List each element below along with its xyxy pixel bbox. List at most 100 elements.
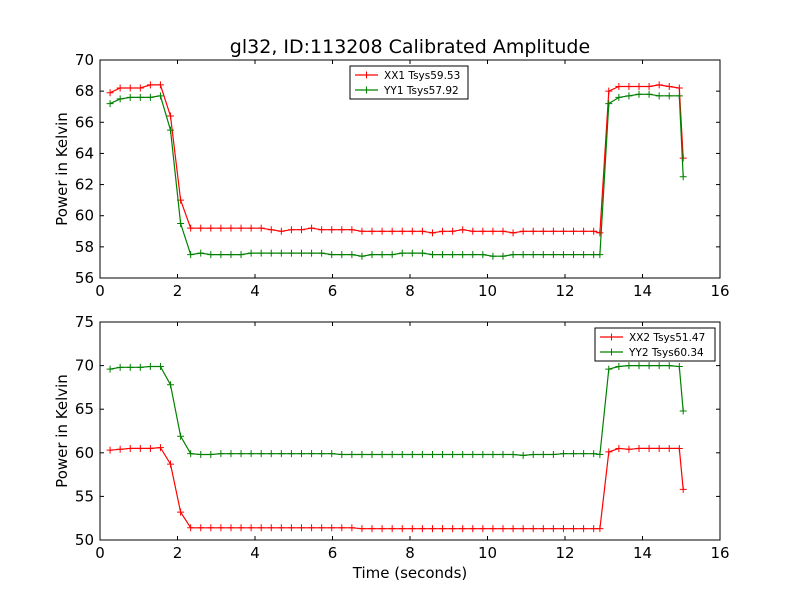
y-tick-label: 66	[75, 113, 94, 131]
data-point	[519, 451, 527, 459]
data-point	[580, 450, 588, 458]
data-point	[489, 252, 497, 260]
data-point	[348, 524, 356, 532]
data-point	[388, 251, 396, 259]
series-line	[110, 446, 684, 530]
data-point	[177, 508, 185, 516]
data-point	[625, 92, 633, 100]
legend-label: XX1 Tsys59.53	[384, 70, 460, 82]
data-point	[116, 445, 124, 453]
legend-marker	[363, 71, 370, 79]
data-point	[277, 227, 285, 235]
data-point	[358, 252, 366, 260]
data-point	[605, 87, 613, 95]
data-point	[428, 451, 436, 459]
data-point	[388, 451, 396, 459]
y-tick-label: 60	[75, 444, 94, 462]
data-point	[267, 226, 275, 234]
data-point	[590, 227, 598, 235]
data-point	[247, 450, 255, 458]
data-point	[368, 227, 376, 235]
x-tick-label: 0	[95, 282, 105, 300]
data-point	[408, 451, 416, 459]
data-point	[217, 251, 225, 259]
x-tick-label: 4	[250, 282, 260, 300]
data-point	[318, 524, 326, 532]
data-point	[645, 444, 653, 452]
data-point	[187, 224, 195, 232]
data-point	[580, 227, 588, 235]
data-point	[156, 362, 164, 370]
legend-box	[349, 65, 469, 100]
data-point	[655, 362, 663, 370]
data-point	[197, 524, 205, 532]
y-tick-label: 75	[75, 313, 94, 331]
data-point	[328, 251, 336, 259]
data-point	[539, 227, 547, 235]
data-point	[615, 93, 623, 101]
data-point	[237, 251, 245, 259]
data-point	[267, 524, 275, 532]
data-point	[635, 444, 643, 452]
data-point	[378, 227, 386, 235]
data-point	[615, 362, 623, 370]
data-point	[146, 444, 154, 452]
data-point	[590, 450, 598, 458]
data-point	[428, 229, 436, 237]
legend-label: YY2 Tsys60.34	[628, 347, 704, 359]
data-point	[388, 227, 396, 235]
data-point	[126, 444, 134, 452]
data-point	[605, 100, 613, 108]
data-point	[596, 451, 604, 459]
data-point	[126, 84, 134, 92]
data-point	[580, 251, 588, 259]
x-tick-label: 0	[95, 544, 105, 562]
data-point	[106, 100, 114, 108]
data-point	[146, 93, 154, 101]
data-point	[237, 450, 245, 458]
data-point	[675, 92, 683, 100]
data-point	[570, 251, 578, 259]
data-point	[358, 525, 366, 533]
data-point	[469, 251, 477, 259]
data-point	[277, 249, 285, 257]
x-tick-label: 2	[173, 282, 183, 300]
data-point	[418, 227, 426, 235]
data-point	[635, 82, 643, 90]
y-axis-label: Power in Kelvin	[53, 374, 71, 488]
data-point	[635, 362, 643, 370]
data-point	[665, 444, 673, 452]
data-point	[277, 450, 285, 458]
y-tick-label: 65	[75, 400, 94, 418]
series-xx1	[106, 81, 687, 237]
data-point	[126, 363, 134, 371]
data-point	[298, 450, 305, 458]
data-point	[509, 525, 517, 533]
data-point	[277, 524, 285, 532]
x-tick-label: 10	[478, 282, 497, 300]
series-yy1	[106, 90, 687, 260]
data-point	[187, 450, 195, 458]
data-point	[655, 92, 663, 100]
data-point	[549, 525, 557, 533]
data-point	[298, 249, 305, 257]
x-tick-label: 8	[405, 544, 415, 562]
data-point	[519, 251, 527, 259]
data-point	[449, 451, 457, 459]
x-tick-label: 16	[710, 282, 729, 300]
data-point	[570, 227, 578, 235]
data-point	[635, 90, 643, 98]
data-point	[519, 525, 527, 533]
data-point	[237, 524, 245, 532]
data-point	[408, 525, 416, 533]
data-point	[328, 450, 336, 458]
data-point	[106, 365, 114, 373]
data-point	[156, 81, 164, 89]
data-point	[509, 451, 517, 459]
x-tick-label: 8	[405, 282, 415, 300]
data-point	[308, 224, 316, 232]
y-tick-label: 70	[75, 357, 94, 375]
